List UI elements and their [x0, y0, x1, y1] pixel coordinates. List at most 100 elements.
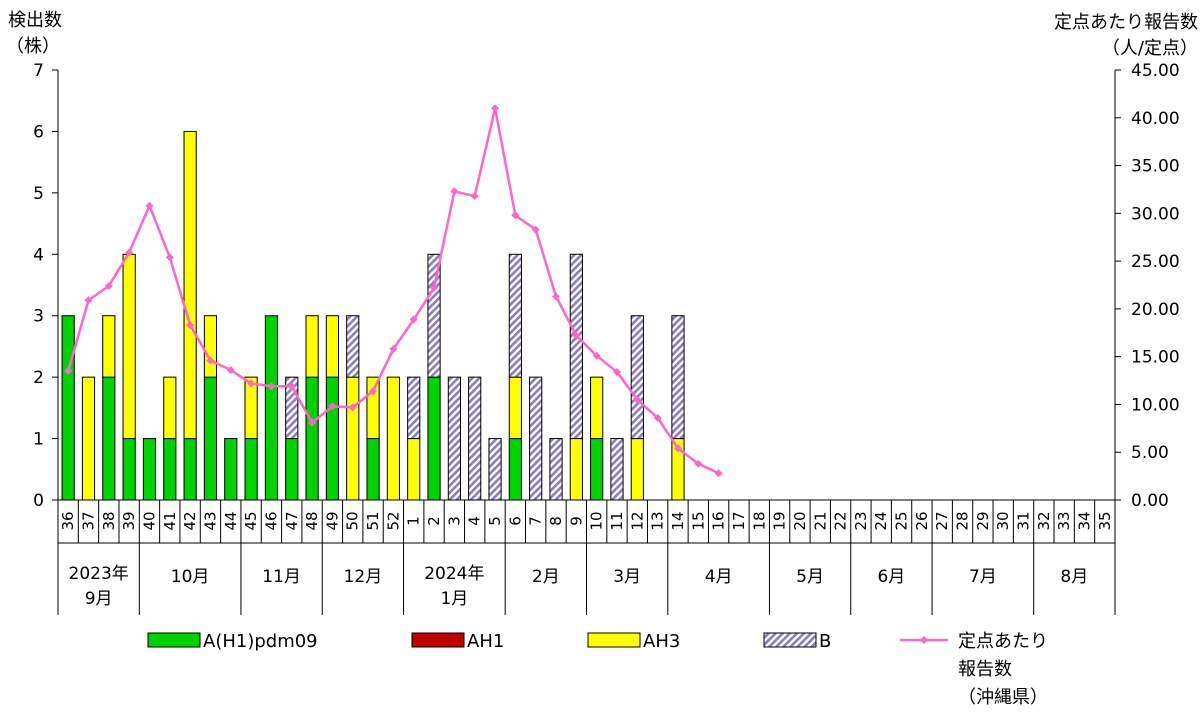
week-label: 33	[1055, 511, 1073, 530]
left-tick-label: 1	[33, 430, 44, 450]
bar-ah1pdm09	[203, 376, 218, 501]
report-point	[84, 296, 93, 305]
report-point	[186, 321, 195, 330]
left-tick-label: 4	[33, 245, 44, 265]
report-point	[612, 367, 621, 376]
bar-ah1pdm09	[244, 438, 258, 501]
bar-ah1pdm09	[305, 376, 319, 501]
week-label: 36	[59, 511, 77, 530]
week-label: 17	[730, 511, 748, 530]
week-label: 14	[669, 511, 687, 530]
bar-ah3	[102, 315, 116, 378]
bar-ah3	[508, 376, 522, 440]
report-point	[287, 382, 296, 391]
right-tick-label: 20.00	[1131, 300, 1180, 320]
week-label: 10	[588, 511, 606, 530]
bar-b	[529, 376, 543, 501]
bar-b	[508, 253, 522, 378]
week-label: 6	[506, 516, 524, 526]
week-label: 43	[201, 511, 219, 530]
bar-ah3	[81, 376, 96, 501]
report-point	[104, 281, 113, 290]
legend-label: AH3	[643, 631, 680, 652]
week-label: 42	[181, 511, 199, 530]
bar-b	[488, 438, 502, 501]
bar-ah1pdm09	[224, 438, 238, 501]
line-layer	[64, 104, 723, 478]
week-label: 34	[1076, 511, 1094, 530]
report-point	[491, 104, 500, 113]
bar-ah1pdm09	[122, 438, 136, 501]
bar-b	[427, 253, 441, 378]
report-point	[673, 444, 682, 453]
bar-ah1pdm09	[142, 438, 157, 501]
bar-ah3	[305, 315, 319, 378]
bar-ah3	[203, 315, 218, 378]
legend-line-marker	[920, 636, 928, 644]
report-point	[694, 459, 703, 468]
right-tick-label: 10.00	[1131, 395, 1180, 415]
left-tick-label: 2	[33, 368, 44, 388]
report-point	[369, 387, 378, 396]
left-tick-label: 6	[33, 122, 44, 142]
week-label: 39	[120, 511, 138, 530]
left-tick-label: 3	[33, 307, 44, 327]
bar-ah3	[244, 376, 258, 440]
report-point	[389, 345, 398, 354]
right-axis-title-line2: （人/定点）	[1101, 38, 1198, 59]
report-point	[206, 356, 215, 365]
week-label: 1	[405, 516, 423, 526]
right-tick-label: 15.00	[1131, 348, 1180, 368]
bar-ah1pdm09	[590, 438, 604, 501]
left-axis-title-line1: 検出数	[8, 10, 62, 31]
month-label: 7月	[969, 567, 997, 587]
bar-ah1pdm09	[61, 315, 75, 501]
week-label: 41	[161, 511, 179, 530]
right-tick-label: 40.00	[1131, 109, 1180, 129]
month-label: 10月	[171, 567, 210, 587]
week-label: 5	[486, 516, 504, 526]
report-point	[531, 225, 540, 234]
week-label: 3	[445, 516, 463, 526]
bar-b	[610, 438, 624, 501]
report-point	[653, 413, 662, 422]
week-label: 23	[852, 511, 870, 530]
bar-ah1pdm09	[366, 438, 380, 501]
left-axis-title-line2: （株）	[6, 36, 60, 57]
bar-b	[630, 315, 644, 440]
month-label-line2: 9月	[85, 589, 113, 609]
week-label: 44	[222, 511, 240, 530]
week-label: 52	[384, 511, 402, 530]
report-point	[267, 382, 276, 391]
bar-ah3	[386, 376, 400, 501]
month-label: 2月	[532, 567, 560, 587]
legend-label: A(H1)pdm09	[203, 631, 318, 652]
bar-ah1pdm09	[427, 376, 441, 501]
week-label: 47	[283, 511, 301, 530]
week-label: 15	[689, 511, 707, 530]
report-point	[64, 367, 73, 375]
legend-label: B	[819, 631, 831, 652]
week-label: 12	[628, 511, 646, 530]
bar-b	[346, 315, 360, 378]
week-label: 51	[364, 511, 382, 530]
week-label: 38	[100, 511, 118, 530]
week-label: 16	[710, 511, 728, 530]
right-tick-label: 0.00	[1131, 491, 1169, 511]
month-label: 8月	[1060, 567, 1088, 587]
week-label: 8	[547, 516, 565, 526]
left-tick-label: 0	[33, 491, 44, 511]
bar-ah3	[183, 130, 197, 440]
bar-ah3	[122, 253, 136, 440]
bar-ah1pdm09	[285, 438, 299, 501]
bar-ah3	[366, 376, 380, 440]
report-point	[450, 187, 459, 196]
month-label: 6月	[877, 567, 905, 587]
month-label: 5月	[796, 567, 824, 587]
bar-ah1pdm09	[102, 376, 116, 501]
bar-b	[549, 438, 563, 501]
week-label: 25	[893, 511, 911, 530]
week-label: 29	[974, 511, 992, 530]
legend-line-label: 定点あたり	[958, 631, 1048, 652]
report-point	[226, 366, 235, 375]
